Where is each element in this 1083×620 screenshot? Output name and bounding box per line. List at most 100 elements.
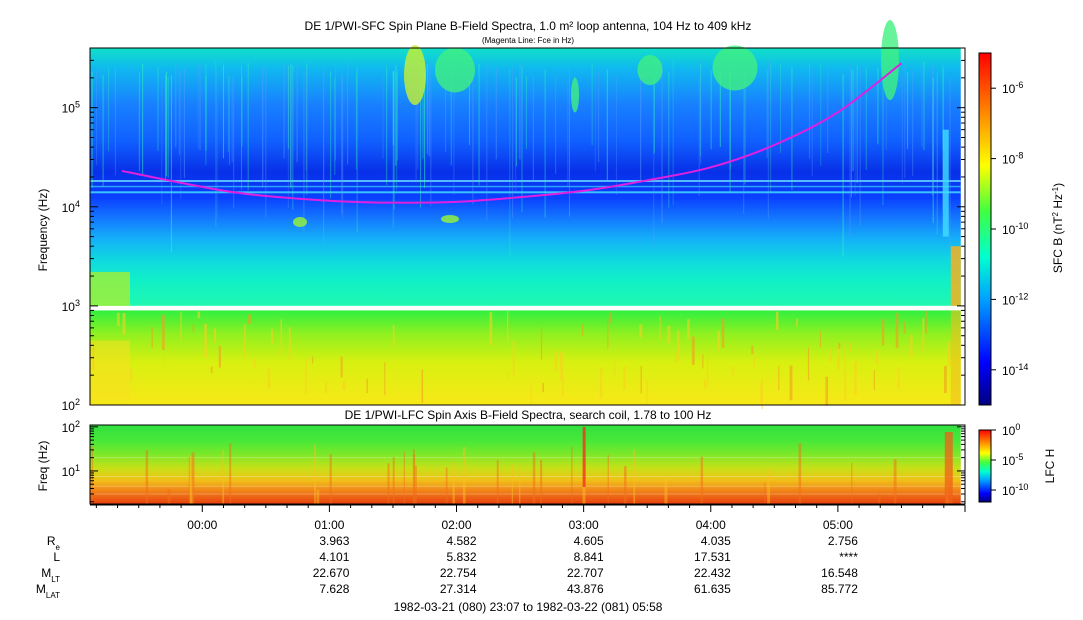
sfc-low-burst-28 — [151, 326, 153, 349]
sfc-streak-111 — [521, 66, 523, 213]
sfc-streak-14 — [729, 75, 731, 193]
sfc-streak-7 — [290, 67, 292, 186]
lfc-plot-frame — [89, 424, 966, 505]
lfc-burst-11 — [188, 457, 190, 504]
lfc-colorbar-gradient — [978, 429, 992, 503]
sfc-low-burst-83 — [271, 328, 273, 344]
sfc-low-burst-19 — [849, 342, 852, 352]
sfc-low-burst-61 — [751, 345, 754, 355]
lfc-title: DE 1/PWI-LFC Spin Axis B-Field Spectra, … — [345, 408, 712, 422]
sfc-low-burst-3 — [342, 381, 346, 391]
sfc-streak-130 — [779, 63, 781, 154]
sfc-streak-86 — [420, 63, 422, 208]
sfc-streak-78 — [486, 62, 488, 221]
ephemeris-value-3-3: 61.635 — [694, 582, 731, 596]
sfc-low-burst-78 — [844, 342, 846, 374]
ephemeris-value-2-2: 22.707 — [567, 566, 604, 580]
sfc-streak-73 — [901, 75, 903, 184]
time-tick-label-1: 01:00 — [314, 518, 344, 532]
sfc-streak-94 — [615, 75, 617, 196]
sfc-streak-1 — [525, 76, 527, 150]
lfc-burst-4 — [518, 464, 521, 504]
sfc-streak-52 — [205, 64, 207, 165]
time-tick-label-5: 05:00 — [823, 518, 853, 532]
sfc-streak-20 — [197, 63, 199, 149]
ephemeris-value-2-0: 22.670 — [313, 566, 350, 580]
sfc-low-burst-80 — [366, 378, 368, 394]
sfc-streak-126 — [396, 69, 398, 161]
sfc-streak-135 — [699, 63, 701, 157]
sfc-streak-76 — [856, 65, 858, 184]
sfc-streak-124 — [342, 75, 344, 219]
sfc-low-burst-69 — [562, 376, 564, 397]
time-tick-label-4: 04:00 — [696, 518, 726, 532]
sfc-streak-122 — [265, 66, 267, 218]
sfc-colorbar-title: SFC B (nT2 Hz-1) — [1051, 183, 1066, 273]
ephemeris-value-0-1: 4.582 — [446, 534, 476, 548]
sfc-streak-127 — [215, 60, 217, 227]
sfc-streak-24 — [515, 76, 517, 192]
sfc-low-burst-41 — [607, 318, 609, 349]
sfc-streak-18 — [96, 70, 98, 165]
lfc-colorbar-tick-label-0: 100 — [1002, 422, 1020, 438]
lfc-burst-21 — [623, 466, 627, 504]
sfc-band-line-1 — [90, 185, 961, 188]
sfc-streak-63 — [355, 72, 357, 170]
sfc-spectrogram — [90, 20, 961, 410]
sfc-low-burst-29 — [384, 362, 386, 395]
sfc-emission-patch-3 — [637, 55, 663, 85]
sfc-streak-90 — [296, 64, 298, 162]
sfc-streak-103 — [791, 67, 793, 190]
sfc-streak-77 — [306, 63, 308, 195]
sfc-7khz-patch-0 — [293, 217, 307, 227]
time-tick-label-2: 02:00 — [442, 518, 472, 532]
sfc-left-lowband-blob — [90, 340, 130, 401]
sfc-left-1khz-blob — [90, 271, 130, 306]
sfc-low-burst-26 — [659, 315, 661, 340]
sfc-streak-67 — [842, 74, 844, 257]
lfc-burst-6 — [387, 463, 390, 504]
time-axis: 00:00 01:00 02:00 03:00 04:00 05:00 — [90, 504, 966, 532]
sfc-streak-56 — [568, 67, 570, 217]
sfc-low-burst-72 — [778, 365, 780, 391]
fce-line — [121, 62, 903, 204]
sfc-y-tick-label-3: 105 — [62, 100, 80, 116]
sfc-right-edge-streak — [942, 129, 949, 237]
ephemeris-value-2-3: 22.432 — [694, 566, 731, 580]
sfc-low-burst-59 — [305, 358, 307, 395]
sfc-streak-92 — [653, 77, 655, 250]
lfc-burst-23 — [798, 443, 802, 504]
lfc-burst-2 — [764, 482, 766, 504]
sfc-streak-25 — [396, 73, 398, 190]
lfc-burst-30 — [496, 460, 499, 504]
sfc-plot-frame — [89, 47, 966, 406]
sfc-streak-133 — [386, 66, 388, 185]
sfc-streak-46 — [142, 64, 144, 175]
lfc-colorbar-title: LFC H — [1043, 449, 1057, 484]
time-tick-label-3: 03:00 — [569, 518, 599, 532]
sfc-colorbar-gradient — [978, 52, 992, 406]
sfc-streak-84 — [921, 63, 923, 147]
sfc-streak-45 — [305, 69, 307, 171]
sfc-streak-49 — [330, 70, 332, 198]
lfc-right-feature — [944, 432, 953, 504]
sfc-low-burst-31 — [875, 350, 879, 365]
lfc-burst-26 — [222, 450, 225, 504]
sfc-emission-patch-0 — [404, 45, 426, 105]
sfc-low-burst-86 — [582, 324, 584, 337]
sfc-streak-114 — [395, 65, 397, 166]
ephemeris-value-1-0: 4.101 — [319, 550, 349, 564]
sfc-streak-81 — [334, 77, 336, 175]
sfc-low-burst-9 — [717, 330, 721, 352]
sfc-low-burst-77 — [796, 318, 798, 327]
sfc-streak-6 — [668, 72, 670, 208]
lfc-colorbar-tick-label-1: 10-5 — [1002, 452, 1023, 468]
date-range: 1982-03-21 (080) 23:07 to 1982-03-22 (08… — [394, 600, 663, 614]
lfc-burst-34 — [532, 452, 536, 504]
sfc-title: DE 1/PWI-SFC Spin Plane B-Field Spectra,… — [305, 19, 752, 33]
sfc-low-burst-15 — [218, 345, 222, 368]
lfc-burst-19 — [445, 467, 448, 504]
sfc-streak-137 — [247, 62, 249, 191]
sfc-streak-66 — [165, 71, 167, 177]
